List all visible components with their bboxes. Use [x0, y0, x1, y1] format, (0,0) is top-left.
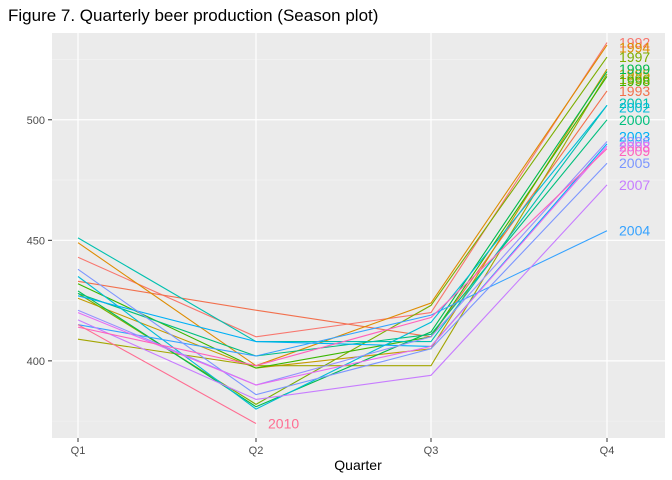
- y-tick-label: 400: [27, 356, 45, 368]
- series-line-1992: [77, 42, 608, 338]
- series-label-1993: 1993: [619, 83, 650, 99]
- series-line-2008: [77, 145, 608, 386]
- series-line-1995: [77, 68, 608, 369]
- series-label-2001: 2001: [619, 95, 650, 111]
- series-line-2010: [77, 324, 257, 424]
- series-label-2005: 2005: [619, 155, 650, 171]
- series-line-2009: [77, 148, 608, 367]
- y-axis: 400 450 500: [27, 115, 52, 368]
- series-label-2009: 2009: [619, 143, 650, 159]
- series-label-2004: 2004: [619, 223, 650, 239]
- series-label-2003: 2003: [619, 129, 650, 145]
- series-label-2006: 2006: [619, 134, 650, 150]
- series-line-1998: [77, 76, 608, 369]
- chart-title: Figure 7. Quarterly beer production (Sea…: [8, 6, 378, 25]
- x-tick-label: Q3: [424, 445, 439, 457]
- y-tick-label: 500: [27, 115, 45, 127]
- series-label-1998: 1998: [619, 73, 650, 89]
- series-label-2002: 2002: [619, 100, 650, 116]
- x-tick-label: Q2: [249, 445, 264, 457]
- series-line-2005: [77, 162, 608, 396]
- x-axis: Q1 Q2 Q3 Q4: [71, 438, 615, 457]
- x-tick-label: Q1: [71, 445, 86, 457]
- y-tick-label: 450: [27, 235, 45, 247]
- series-label-1999: 1999: [619, 61, 650, 77]
- series-lines: [77, 42, 608, 424]
- series-label-2007: 2007: [619, 177, 650, 193]
- series-label-1997: 1997: [619, 49, 650, 65]
- series-line-1994: [77, 44, 608, 367]
- series-label-1994: 1994: [619, 40, 650, 56]
- series-label-2008: 2008: [619, 138, 650, 154]
- series-label-1996: 1996: [619, 71, 650, 87]
- x-tick-label: Q4: [600, 445, 615, 457]
- series-label-2010: 2010: [268, 416, 299, 432]
- plot-panel: [52, 33, 665, 438]
- series-label-1995: 1995: [619, 66, 650, 82]
- series-label-2000: 2000: [619, 112, 650, 128]
- series-line-2007: [77, 184, 608, 400]
- series-label-1992: 1992: [619, 35, 650, 51]
- series-line-2003: [77, 143, 608, 347]
- series-line-2006: [77, 141, 608, 386]
- x-axis-title: Quarter: [334, 457, 382, 473]
- series-line-2000: [77, 119, 608, 357]
- series-line-2004: [77, 230, 608, 357]
